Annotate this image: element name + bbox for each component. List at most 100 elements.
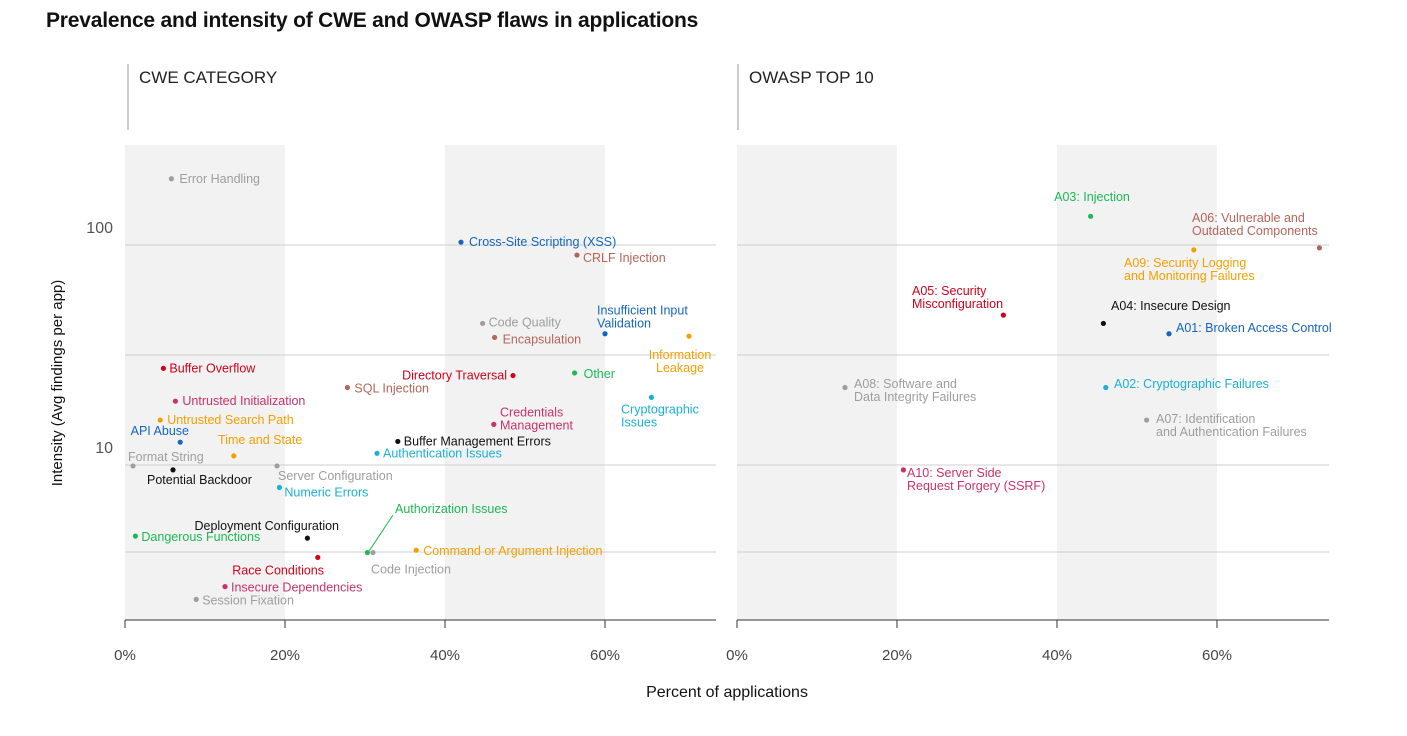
point-a04-insecure-design [1100, 320, 1106, 327]
point-label: Directory Traversal [402, 369, 507, 383]
point-label: A08: Software and Data Integrity Failures [854, 377, 976, 404]
point-untrusted-initialization [172, 398, 178, 404]
point-time-and-state [231, 453, 237, 459]
chart-title: Prevalence and intensity of CWE and OWAS… [46, 9, 699, 32]
point-buffer-overflow [160, 365, 166, 371]
point-label: Command or Argument Injection [423, 544, 602, 558]
point-deployment-configuration [304, 535, 310, 541]
point-label: Insufficient Input Validation [597, 304, 688, 331]
point-a02-cryptographic-failures [1103, 384, 1109, 391]
point-a07-identification-and-authentication-failures [1144, 417, 1150, 423]
point-potential-backdoor [170, 467, 176, 473]
point-information-leakage [686, 333, 692, 339]
point-label: Other [584, 367, 615, 381]
band-0-1 [445, 145, 605, 620]
point-label: Information Leakage [649, 348, 712, 375]
point-label: Dangerous Functions [141, 530, 260, 544]
point-label: Untrusted Search Path [167, 413, 294, 427]
point-command-or-argument-injection [413, 547, 419, 553]
point-label: Server Configuration [278, 469, 393, 483]
point-race-conditions [315, 554, 321, 561]
panel-title: CWE CATEGORY [139, 68, 277, 87]
point-label: Session Fixation [202, 593, 294, 607]
point-label: Potential Backdoor [147, 473, 252, 487]
point-label: A09: Security Logging and Monitoring Fail… [1124, 256, 1255, 283]
x-tick-label: 60% [1202, 647, 1232, 664]
point-label: API Abuse [131, 424, 189, 438]
points-layer [130, 176, 1322, 602]
point-label: Authentication Issues [383, 446, 502, 460]
x-axis-title: Percent of applications [646, 684, 808, 701]
point-numeric-errors [276, 484, 282, 491]
point-label: Untrusted Initialization [182, 394, 305, 408]
point-encapsulation [492, 334, 498, 341]
point-a01-broken-access-control [1166, 331, 1172, 337]
point-a03-injection [1088, 213, 1094, 219]
point-cryptographic-issues [648, 394, 655, 400]
gridline-layer [125, 244, 1329, 553]
point-label: Time and State [218, 433, 302, 447]
point-label: SQL Injection [354, 382, 429, 396]
point-sql-injection [344, 384, 350, 391]
point-untrusted-search-path [157, 417, 163, 423]
point-label: A05: Security Misconfiguration [912, 284, 1003, 311]
point-authorization-issues [364, 549, 370, 556]
band-1-0 [737, 145, 897, 620]
point-label: A06: Vulnerable and Outdated Components [1192, 211, 1318, 238]
point-label: Credentials Management [500, 405, 573, 432]
point-insufficient-input-validation [602, 331, 608, 337]
point-format-string [130, 463, 136, 469]
y-axis-title: Intensity (Avg findings per app) [49, 280, 66, 487]
point-credentials-management [491, 421, 497, 427]
point-a06-vulnerable-and-outdated-components [1316, 245, 1322, 251]
band-layer [125, 145, 1217, 620]
point-api-abuse [177, 439, 183, 445]
y-tick-label: 100 [86, 220, 113, 237]
point-label: Cryptographic Issues [621, 402, 699, 429]
point-directory-traversal [510, 372, 516, 379]
point-insecure-dependencies [222, 584, 228, 590]
point-cross-site-scripting-xss- [458, 239, 464, 245]
band-1-1 [1057, 145, 1217, 620]
point-a10-server-side-request-forgery-ssrf- [900, 467, 907, 473]
point-error-handling [168, 176, 174, 182]
point-label: A07: Identification and Authentication Fa… [1156, 412, 1307, 439]
point-authentication-issues [374, 450, 380, 456]
point-dangerous-functions [132, 533, 138, 539]
leader-line [368, 514, 394, 551]
point-label: A10: Server Side Request Forgery (SSRF) [907, 466, 1045, 493]
point-session-fixation [193, 596, 199, 602]
y-tick-label: 10 [95, 440, 113, 457]
point-label: Cross-Site Scripting (XSS) [469, 235, 616, 249]
point-label: Encapsulation [503, 332, 582, 346]
axis-layer: CWE CATEGORY 0% 20% 40% 60% OWASP TOP 10 0% 20%… [49, 64, 1329, 701]
point-label: Authorization Issues [395, 502, 508, 516]
point-a09-security-logging-and-monitoring-failures [1191, 247, 1197, 253]
x-tick-label: 40% [1042, 647, 1072, 664]
point-label: Deployment Configuration [194, 519, 339, 533]
point-label: Race Conditions [232, 563, 324, 577]
point-a05-security-misconfiguration [1000, 312, 1007, 318]
point-a08-software-and-data-integrity-failures [842, 384, 848, 391]
point-label: A02: Cryptographic Failures [1114, 377, 1269, 391]
point-other [572, 370, 578, 376]
point-server-configuration [274, 463, 280, 469]
point-code-injection [370, 549, 376, 556]
point-label: Buffer Management Errors [404, 434, 551, 448]
x-tick-label: 0% [114, 647, 136, 664]
point-label: Numeric Errors [284, 486, 368, 500]
point-crlf-injection [574, 252, 580, 258]
x-tick-label: 40% [430, 647, 460, 664]
point-buffer-management-errors [395, 438, 401, 445]
labels-layer: Error Handling Cross-Site Scripting (XSS)… [128, 172, 1332, 608]
point-label: Code Injection [371, 563, 451, 577]
x-tick-label: 20% [270, 647, 300, 664]
point-label: CRLF Injection [583, 251, 666, 265]
point-label: Buffer Overflow [169, 361, 256, 375]
x-tick-label: 20% [882, 647, 912, 664]
point-label: A04: Insecure Design [1111, 299, 1231, 313]
point-label: Insecure Dependencies [231, 581, 362, 595]
point-label: Code Quality [489, 315, 562, 329]
point-label: Error Handling [179, 172, 260, 186]
